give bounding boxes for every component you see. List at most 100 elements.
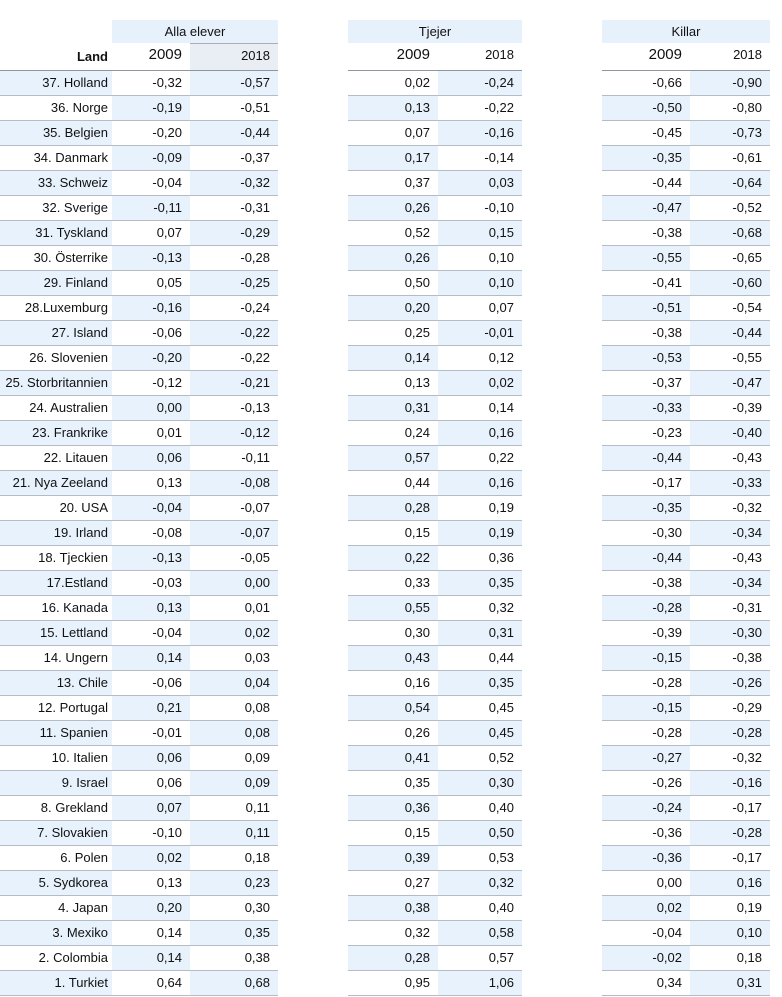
- value-cell: 0,19: [438, 521, 522, 546]
- value-cell: 0,31: [438, 621, 522, 646]
- year-header-alla-2009: 2009: [112, 43, 190, 71]
- value-cell: -0,31: [190, 196, 278, 221]
- value-cell: -0,45: [602, 121, 690, 146]
- value-cell: 0,53: [438, 846, 522, 871]
- value-cell: -0,03: [112, 571, 190, 596]
- land-cell: 13. Chile: [0, 671, 112, 696]
- value-cell: -0,50: [602, 96, 690, 121]
- value-cell: 0,38: [190, 946, 278, 971]
- value-cell: -0,20: [112, 121, 190, 146]
- column-gap: [278, 546, 348, 571]
- column-gap: [522, 846, 602, 871]
- year-header-killar-2009: 2009: [602, 43, 690, 71]
- column-gap: [522, 446, 602, 471]
- value-cell: -0,32: [190, 171, 278, 196]
- column-gap: [522, 71, 602, 96]
- value-cell: 0,50: [348, 271, 438, 296]
- value-cell: 0,18: [690, 946, 770, 971]
- column-gap: [522, 896, 602, 921]
- land-cell: 37. Holland: [0, 71, 112, 96]
- value-cell: -0,44: [602, 546, 690, 571]
- column-gap: [522, 746, 602, 771]
- value-cell: 0,02: [348, 71, 438, 96]
- column-gap: [278, 646, 348, 671]
- value-cell: 0,14: [112, 646, 190, 671]
- column-gap: [278, 71, 348, 96]
- value-cell: 0,19: [690, 896, 770, 921]
- land-cell: 11. Spanien: [0, 721, 112, 746]
- value-cell: -0,21: [190, 371, 278, 396]
- value-cell: 0,33: [348, 571, 438, 596]
- land-cell: 31. Tyskland: [0, 221, 112, 246]
- land-cell: 20. USA: [0, 496, 112, 521]
- land-cell: 16. Kanada: [0, 596, 112, 621]
- land-cell: 6. Polen: [0, 846, 112, 871]
- value-cell: -0,12: [190, 421, 278, 446]
- value-cell: 0,10: [438, 246, 522, 271]
- value-cell: -0,55: [690, 346, 770, 371]
- land-cell: 27. Island: [0, 321, 112, 346]
- column-gap: [278, 946, 348, 971]
- value-cell: -0,51: [602, 296, 690, 321]
- value-cell: -0,36: [602, 846, 690, 871]
- column-gap: [278, 521, 348, 546]
- value-cell: 0,35: [190, 921, 278, 946]
- value-cell: -0,90: [690, 71, 770, 96]
- corner-spacer: [0, 20, 112, 43]
- value-cell: -0,43: [690, 446, 770, 471]
- value-cell: -0,61: [690, 146, 770, 171]
- value-cell: -0,39: [602, 621, 690, 646]
- land-cell: 26. Slovenien: [0, 346, 112, 371]
- column-gap: [522, 621, 602, 646]
- value-cell: 0,50: [438, 821, 522, 846]
- land-cell: 21. Nya Zeeland: [0, 471, 112, 496]
- value-cell: 0,16: [348, 671, 438, 696]
- column-gap: [522, 921, 602, 946]
- value-cell: 0,35: [438, 571, 522, 596]
- value-cell: -0,17: [602, 471, 690, 496]
- column-gap: [522, 221, 602, 246]
- value-cell: -0,24: [190, 296, 278, 321]
- value-cell: -0,36: [602, 821, 690, 846]
- value-cell: 0,14: [348, 346, 438, 371]
- value-cell: -0,38: [602, 571, 690, 596]
- value-cell: 0,02: [438, 371, 522, 396]
- value-cell: -0,34: [690, 571, 770, 596]
- value-cell: -0,47: [690, 371, 770, 396]
- value-cell: -0,33: [602, 396, 690, 421]
- value-cell: -0,44: [690, 321, 770, 346]
- value-cell: -0,30: [602, 521, 690, 546]
- value-cell: 0,15: [438, 221, 522, 246]
- value-cell: 1,06: [438, 971, 522, 996]
- value-cell: 0,19: [438, 496, 522, 521]
- value-cell: 0,20: [112, 896, 190, 921]
- value-cell: 0,07: [438, 296, 522, 321]
- value-cell: 0,36: [438, 546, 522, 571]
- land-cell: 10. Italien: [0, 746, 112, 771]
- column-gap: [278, 196, 348, 221]
- value-cell: -0,80: [690, 96, 770, 121]
- land-cell: 30. Österrike: [0, 246, 112, 271]
- column-gap: [522, 421, 602, 446]
- value-cell: -0,01: [438, 321, 522, 346]
- value-cell: -0,65: [690, 246, 770, 271]
- column-gap: [522, 146, 602, 171]
- column-gap: [278, 20, 348, 43]
- value-cell: 0,37: [348, 171, 438, 196]
- column-gap: [522, 296, 602, 321]
- value-cell: 0,01: [190, 596, 278, 621]
- value-cell: 0,45: [438, 721, 522, 746]
- value-cell: -0,35: [602, 496, 690, 521]
- value-cell: -0,16: [690, 771, 770, 796]
- value-cell: -0,60: [690, 271, 770, 296]
- value-cell: 0,32: [438, 871, 522, 896]
- column-gap: [278, 246, 348, 271]
- value-cell: -0,27: [602, 746, 690, 771]
- value-cell: 0,11: [190, 821, 278, 846]
- value-cell: -0,04: [602, 921, 690, 946]
- value-cell: 0,16: [690, 871, 770, 896]
- value-cell: -0,47: [602, 196, 690, 221]
- column-gap: [278, 571, 348, 596]
- column-gap: [522, 321, 602, 346]
- column-gap: [278, 396, 348, 421]
